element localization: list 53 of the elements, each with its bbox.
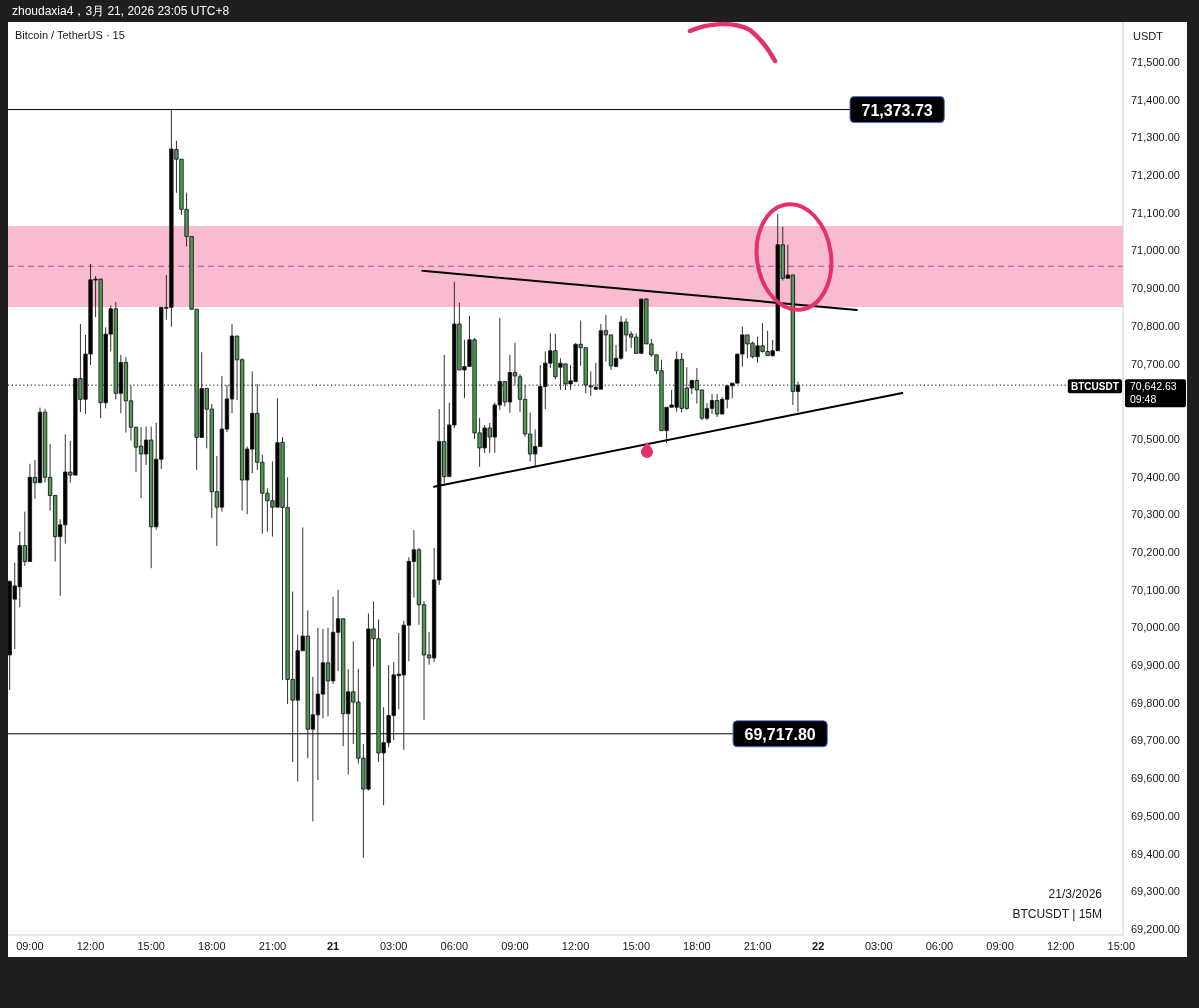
candlestick [138, 426, 144, 499]
x-tick-label: 12:00 [561, 940, 590, 952]
x-tick-label: 21 [326, 940, 340, 952]
y-tick-label: 70,500.00 [1131, 432, 1180, 445]
y-tick-label: 71,100.00 [1131, 206, 1180, 219]
y-tick-label: 70,700.00 [1131, 357, 1180, 370]
x-tick-label: 18:00 [683, 940, 711, 952]
y-tick-label: 71,200.00 [1131, 169, 1180, 182]
x-tick-label: 09:00 [16, 940, 44, 952]
y-tick-label: 71,300.00 [1131, 131, 1180, 144]
x-tick-label: 15:00 [1107, 940, 1136, 952]
y-axis-title: USDT [1133, 30, 1164, 42]
annotation: 21/3/2026 [1048, 887, 1103, 901]
y-tick-label: 69,700.00 [1131, 734, 1180, 747]
x-tick-label: 03:00 [865, 940, 893, 952]
x-tick-label: 12:00 [1046, 940, 1075, 952]
y-tick-label: 69,300.00 [1131, 885, 1180, 898]
y-tick-label: 71,500.00 [1131, 55, 1180, 68]
ref-line-label: 71,373.73 [861, 101, 933, 119]
x-tick-label: 09:00 [501, 940, 529, 952]
y-tick-label: 71,400.00 [1131, 93, 1180, 106]
y-tick-label: 70,300.00 [1131, 508, 1180, 521]
y-tick-label: 69,500.00 [1131, 809, 1180, 822]
x-tick-label: 09:00 [986, 940, 1014, 952]
y-tick-label: 69,600.00 [1131, 772, 1180, 785]
y-tick-label: 70,000.00 [1131, 621, 1180, 634]
text: Bitcoin / TetherUS · 15 [15, 29, 125, 41]
y-tick-label: 70,800.00 [1131, 319, 1180, 332]
y-tick-label: 70,400.00 [1131, 470, 1180, 483]
x-tick-label: 21:00 [258, 940, 287, 952]
x-tick-label: 22 [812, 940, 825, 952]
x-tick-label: 12:00 [76, 940, 105, 952]
y-tick-label: 69,800.00 [1131, 696, 1180, 709]
ref-line-label: 69,717.80 [744, 725, 816, 743]
y-tick-label: 69,900.00 [1131, 659, 1180, 672]
ref-line-label: BTCUSDT [1071, 381, 1119, 393]
x-tick-label: 18:00 [198, 940, 226, 952]
y-tick-label: 70,100.00 [1131, 583, 1180, 596]
x-tick-label: 15:00 [137, 940, 165, 952]
y-tick-label: 71,000.00 [1131, 244, 1180, 257]
text: zhoudaxia4，3月 21, 2026 23:05 UTC+8 [12, 4, 230, 18]
y-tick-label: 70,200.00 [1131, 546, 1180, 559]
x-tick-label: 03:00 [379, 940, 408, 952]
annotation: BTCUSDT | 15M [1012, 907, 1102, 921]
x-tick-label: 15:00 [622, 940, 651, 952]
y-tick-label: 70,900.00 [1131, 282, 1180, 295]
y-tick-label: 69,200.00 [1131, 922, 1180, 935]
x-tick-label: 21:00 [743, 940, 772, 952]
y-tick-label: 69,400.00 [1131, 847, 1180, 860]
text: 70,642.63 [1130, 380, 1177, 393]
x-tick-label: 06:00 [440, 940, 469, 952]
x-tick-label: 06:00 [925, 940, 954, 952]
text: 09:48 [1130, 393, 1157, 406]
